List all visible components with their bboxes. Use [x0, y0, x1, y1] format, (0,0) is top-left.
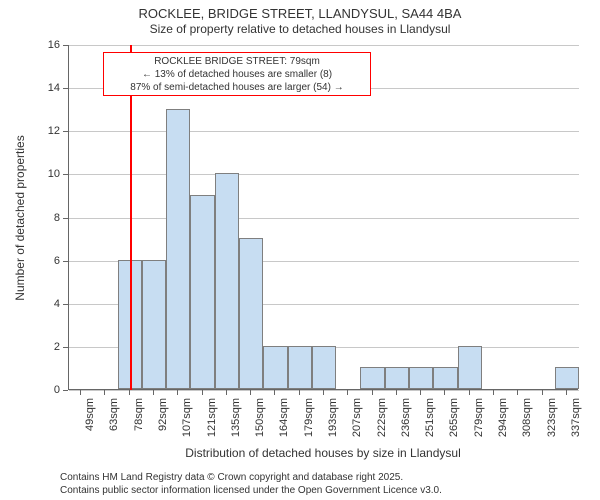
x-tick-label: 49sqm	[84, 398, 96, 448]
plot-area	[68, 45, 578, 390]
x-tick-mark	[347, 390, 348, 395]
x-tick-label: 222sqm	[376, 398, 388, 448]
x-tick-label: 63sqm	[108, 398, 120, 448]
y-tick-label: 0	[30, 384, 60, 396]
y-tick-mark	[63, 131, 68, 132]
y-tick-mark	[63, 390, 68, 391]
histogram-bar	[166, 109, 190, 389]
x-tick-mark	[226, 390, 227, 395]
x-tick-label: 236sqm	[400, 398, 412, 448]
x-tick-label: 308sqm	[521, 398, 533, 448]
histogram-bar	[458, 346, 482, 389]
x-tick-label: 107sqm	[181, 398, 193, 448]
x-tick-mark	[250, 390, 251, 395]
histogram-bar	[555, 367, 579, 389]
x-tick-label: 121sqm	[206, 398, 218, 448]
x-tick-label: 279sqm	[473, 398, 485, 448]
x-tick-label: 337sqm	[570, 398, 582, 448]
x-tick-mark	[372, 390, 373, 395]
annotation-line: ← 13% of detached houses are smaller (8)	[108, 68, 366, 81]
histogram-bar	[385, 367, 409, 389]
gridline	[69, 131, 579, 132]
histogram-bar	[142, 260, 166, 389]
histogram-bar	[409, 367, 433, 389]
x-tick-label: 207sqm	[351, 398, 363, 448]
x-tick-mark	[80, 390, 81, 395]
y-tick-label: 6	[30, 255, 60, 267]
x-tick-label: 150sqm	[254, 398, 266, 448]
x-tick-mark	[323, 390, 324, 395]
x-tick-mark	[542, 390, 543, 395]
histogram-bar	[360, 367, 384, 389]
x-tick-mark	[469, 390, 470, 395]
y-tick-label: 8	[30, 212, 60, 224]
x-tick-label: 193sqm	[327, 398, 339, 448]
x-tick-mark	[177, 390, 178, 395]
x-tick-mark	[153, 390, 154, 395]
y-tick-mark	[63, 45, 68, 46]
x-tick-mark	[396, 390, 397, 395]
y-tick-label: 16	[30, 39, 60, 51]
x-tick-mark	[274, 390, 275, 395]
reference-line	[130, 45, 132, 390]
y-tick-mark	[63, 261, 68, 262]
x-tick-mark	[493, 390, 494, 395]
y-tick-label: 10	[30, 168, 60, 180]
x-tick-label: 92sqm	[157, 398, 169, 448]
x-tick-mark	[104, 390, 105, 395]
x-axis-label: Distribution of detached houses by size …	[185, 446, 461, 460]
x-tick-label: 164sqm	[278, 398, 290, 448]
annotation-line: ROCKLEE BRIDGE STREET: 79sqm	[108, 55, 366, 68]
gridline	[69, 45, 579, 46]
x-tick-label: 251sqm	[424, 398, 436, 448]
x-tick-label: 179sqm	[303, 398, 315, 448]
x-tick-mark	[299, 390, 300, 395]
annotation-line: 87% of semi-detached houses are larger (…	[108, 81, 366, 94]
footer-note: Contains HM Land Registry data © Crown c…	[60, 472, 442, 497]
x-tick-label: 323sqm	[546, 398, 558, 448]
x-tick-label: 294sqm	[497, 398, 509, 448]
y-tick-label: 2	[30, 341, 60, 353]
histogram-bar	[190, 195, 214, 389]
histogram-bar	[215, 173, 239, 389]
x-tick-mark	[420, 390, 421, 395]
x-tick-label: 265sqm	[448, 398, 460, 448]
gridline	[69, 218, 579, 219]
y-tick-label: 14	[30, 82, 60, 94]
x-tick-label: 135sqm	[230, 398, 242, 448]
x-tick-label: 78sqm	[133, 398, 145, 448]
histogram-bar	[433, 367, 457, 389]
annotation-box: ROCKLEE BRIDGE STREET: 79sqm← 13% of det…	[103, 52, 371, 96]
footer-line: Contains HM Land Registry data © Crown c…	[60, 472, 442, 485]
x-tick-mark	[566, 390, 567, 395]
histogram-bar	[263, 346, 287, 389]
y-tick-mark	[63, 347, 68, 348]
x-tick-mark	[202, 390, 203, 395]
y-tick-mark	[63, 88, 68, 89]
y-tick-label: 4	[30, 298, 60, 310]
y-tick-label: 12	[30, 125, 60, 137]
x-tick-mark	[517, 390, 518, 395]
x-tick-mark	[444, 390, 445, 395]
y-axis-label: Number of detached properties	[13, 135, 27, 300]
histogram-bar	[288, 346, 312, 389]
gridline	[69, 390, 579, 391]
gridline	[69, 174, 579, 175]
footer-line: Contains public sector information licen…	[60, 485, 442, 498]
histogram-bar	[239, 238, 263, 389]
x-tick-mark	[129, 390, 130, 395]
y-tick-mark	[63, 218, 68, 219]
chart-area: ROCKLEE BRIDGE STREET: 79sqm← 13% of det…	[0, 0, 600, 500]
histogram-bar	[312, 346, 336, 389]
y-tick-mark	[63, 304, 68, 305]
y-tick-mark	[63, 174, 68, 175]
